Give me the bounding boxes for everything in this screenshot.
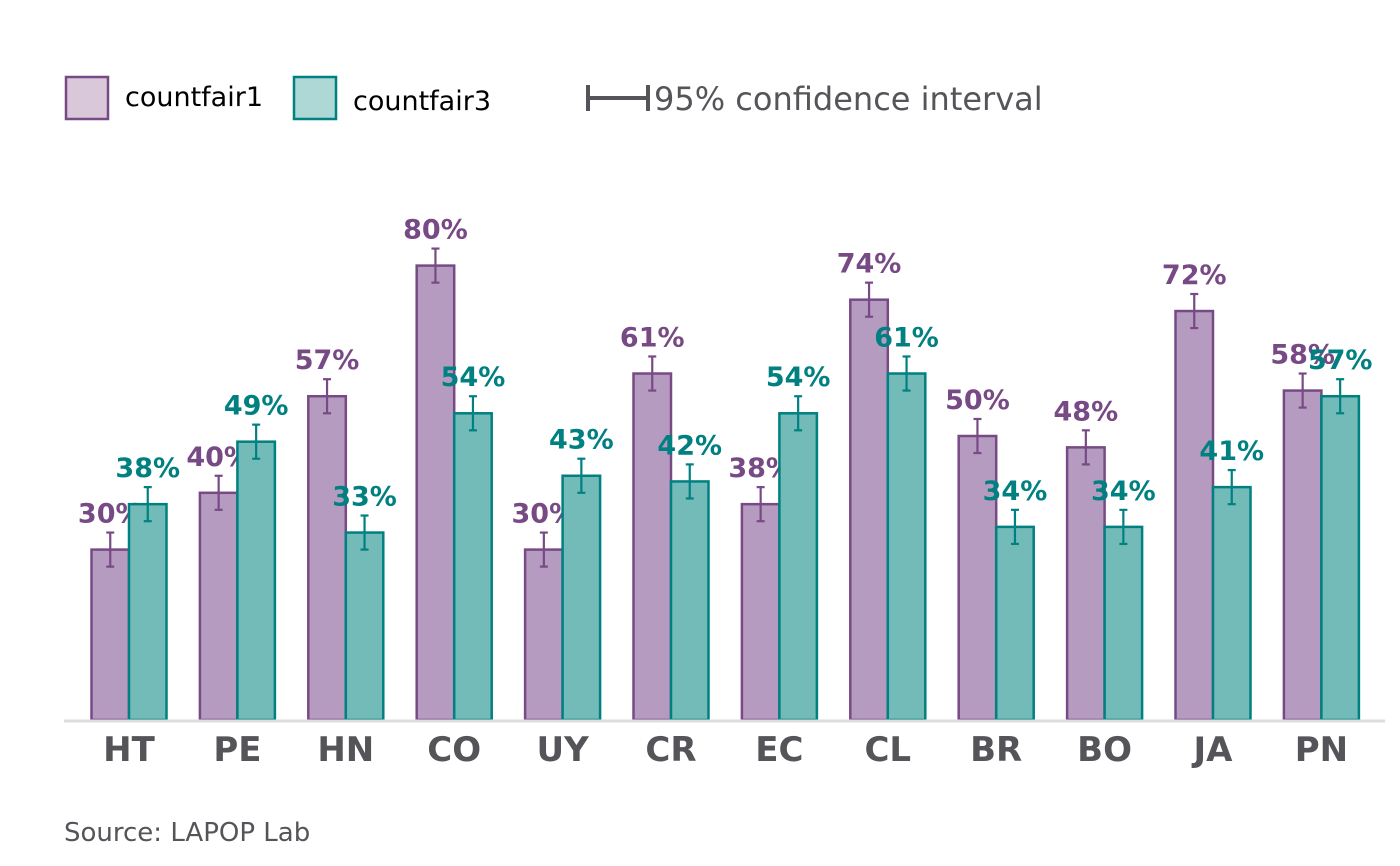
data-label-series1: 48% (1054, 396, 1119, 427)
x-tick-label: PN (1295, 730, 1348, 770)
data-label-series2: 34% (1091, 476, 1156, 507)
data-label-series1: 74% (837, 249, 902, 280)
x-tick-label: EC (755, 730, 803, 770)
error-bar-series2 (577, 457, 586, 494)
error-bar-series2 (794, 395, 803, 432)
data-label-series2: 41% (1199, 436, 1264, 467)
data-label-series2: 49% (224, 391, 289, 422)
bar-series2 (344, 531, 385, 722)
error-bar-series2 (468, 395, 477, 432)
error-bar-series1 (973, 417, 982, 455)
bar-series2 (1320, 394, 1361, 722)
x-tick-label: CL (864, 730, 911, 770)
bar-series1 (307, 394, 348, 722)
data-label-series2: 57% (1308, 345, 1373, 376)
x-tick-label: PE (213, 730, 261, 770)
error-bar-series1 (648, 355, 657, 392)
data-label-series2: 54% (766, 362, 831, 393)
legend-swatch-series1 (64, 75, 110, 121)
bar-series1 (740, 502, 781, 722)
legend-swatch-series2 (292, 75, 338, 121)
bar-series2 (886, 372, 927, 722)
data-label-series2: 43% (549, 425, 614, 456)
data-label-series1: 61% (620, 322, 685, 353)
bar-series1 (198, 491, 239, 722)
bar-series2 (561, 474, 602, 722)
legend-label-series2: countfair3 (353, 86, 491, 117)
error-bar-series2 (1336, 378, 1345, 415)
legend-label-series1: countfair1 (125, 82, 263, 113)
error-bar-series1 (106, 531, 115, 568)
x-tick-label: JA (1192, 730, 1234, 770)
x-tick-label: CO (427, 730, 481, 770)
bar-series1 (523, 548, 564, 722)
error-bar-series2 (1227, 468, 1236, 506)
bar-series1 (415, 264, 456, 722)
bar-series1 (849, 298, 890, 722)
bar-series1 (632, 372, 673, 722)
error-bar-series1 (323, 378, 332, 415)
bar-series1 (90, 548, 131, 722)
x-tick-label: CR (645, 730, 696, 770)
data-label-series1: 80% (403, 215, 468, 246)
error-bar-series2 (360, 514, 369, 551)
data-label-series2: 34% (983, 476, 1048, 507)
x-tick-label: UY (536, 730, 589, 770)
error-bar-series1 (1081, 429, 1090, 466)
data-label-series1: 58% (1270, 340, 1335, 371)
data-label-series1: 50% (945, 385, 1010, 416)
bar-series1 (1174, 309, 1215, 722)
x-tick-label: HN (317, 730, 374, 770)
error-bar-series1 (539, 531, 548, 568)
error-bar-series1 (214, 474, 223, 511)
error-bar-series1 (431, 247, 440, 284)
error-bar-series2 (143, 486, 152, 523)
error-bar-series2 (252, 423, 261, 460)
bar-series1 (1282, 389, 1323, 722)
bar-series2 (452, 412, 493, 722)
data-label-series2: 33% (332, 482, 397, 513)
error-bar-series2 (1010, 508, 1019, 546)
bar-series2 (236, 440, 277, 722)
bar-series2 (1103, 525, 1144, 722)
error-bar-series1 (1190, 292, 1199, 330)
plot-area: 30%38% 40%49%57%33%80%54%30%43%61%42%38%5… (78, 215, 1373, 722)
bar-series2 (127, 502, 168, 722)
source-note: Source: LAPOP Lab (64, 818, 310, 848)
data-label-series2: 61% (874, 322, 939, 353)
bar-series1 (957, 434, 998, 722)
x-tick-label: BO (1077, 730, 1132, 770)
error-bar-series1 (756, 486, 765, 523)
error-bar-series1 (1298, 372, 1307, 409)
error-bar-series2 (902, 355, 911, 392)
bar-series2 (994, 525, 1035, 722)
bar-series2 (1211, 485, 1252, 722)
x-tick-label: HT (103, 730, 155, 770)
data-label-series1: 72% (1162, 260, 1227, 291)
x-tick-label: BR (970, 730, 1022, 770)
bar-series2 (778, 412, 819, 722)
data-label-series1: 57% (295, 345, 360, 376)
x-axis-ticks: HT PE HN CO UY CR EC CL BR BO JA PN (103, 730, 1348, 770)
error-bar-series1 (865, 281, 874, 318)
legend-label-ci: 95% confidence interval (654, 80, 1043, 118)
data-label-series2: 38% (115, 453, 180, 484)
ci-legend-icon (586, 85, 650, 111)
bar-series2 (669, 480, 710, 722)
data-label-series2: 54% (441, 362, 506, 393)
legend: countfair1 countfair3 95% confidence int… (64, 75, 1043, 121)
error-bar-series2 (685, 463, 694, 500)
data-label-series2: 42% (657, 430, 722, 461)
error-bar-series2 (1119, 508, 1128, 546)
